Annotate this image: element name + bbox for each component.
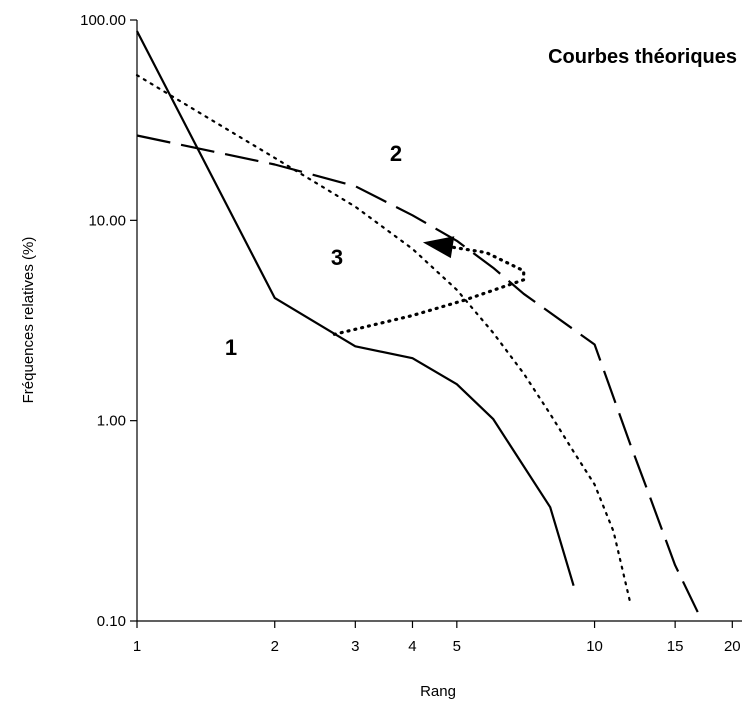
labels-layer: Courbes théoriques Rang Fréquences relat… — [20, 46, 737, 700]
series-line-1 — [136, 30, 575, 587]
annotation-layer — [332, 236, 526, 336]
curve-label-2: 2 — [390, 141, 402, 166]
chart-title: Courbes théoriques — [548, 46, 737, 68]
y-tick-label: 1.00 — [97, 413, 126, 430]
x-tick-label: 15 — [667, 638, 684, 655]
series-line-3 — [135, 74, 632, 607]
x-tick-label: 4 — [408, 638, 416, 655]
y-tick-label: 10.00 — [88, 212, 126, 229]
annotation-arrowhead — [422, 236, 455, 259]
series-line-2 — [136, 134, 701, 618]
y-tick-label: 100.00 — [80, 12, 126, 29]
axes: 0.10 1.00 10.00 100.00 1 2 3 4 5 10 15 20 — [80, 12, 742, 655]
annotation-dotted-path — [332, 241, 526, 336]
curve-label-1: 1 — [225, 335, 237, 360]
y-axis-title: Fréquences relatives (%) — [20, 237, 37, 404]
x-tick-label: 20 — [724, 638, 741, 655]
x-tick-label: 1 — [133, 638, 141, 655]
x-tick-label: 3 — [351, 638, 359, 655]
y-tick-label: 0.10 — [97, 613, 126, 630]
series-layer — [135, 30, 701, 618]
curve-label-3: 3 — [331, 245, 343, 270]
x-tick-label: 2 — [271, 638, 279, 655]
x-axis-title: Rang — [420, 683, 456, 700]
x-tick-label: 10 — [586, 638, 603, 655]
x-tick-label: 5 — [453, 638, 461, 655]
